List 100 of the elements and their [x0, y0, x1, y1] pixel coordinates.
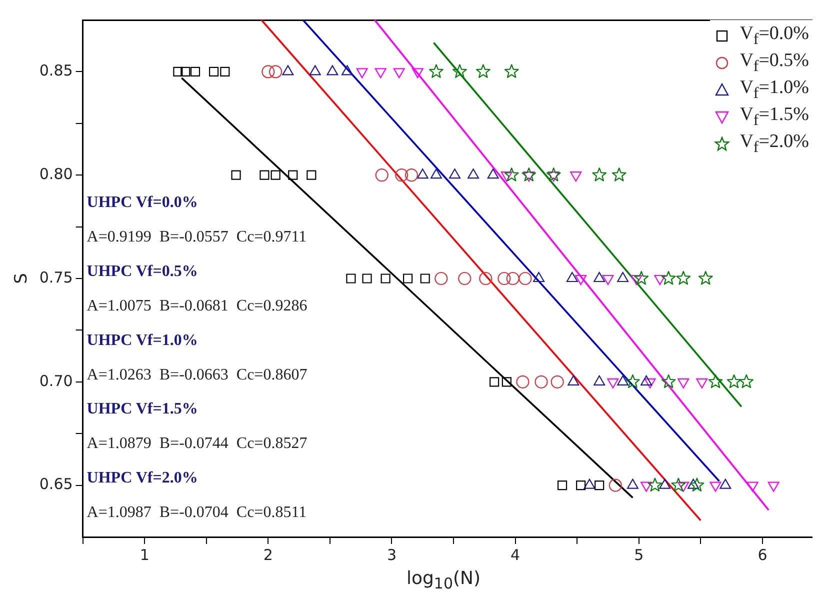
- point: [375, 168, 388, 182]
- point: [522, 168, 536, 182]
- point: [430, 168, 442, 179]
- y-tick-label: 0.80: [39, 164, 73, 183]
- x-tick-label: 1: [140, 546, 150, 564]
- point: [516, 375, 530, 388]
- point: [612, 168, 626, 182]
- point: [661, 374, 676, 388]
- legend-label: V$_{f}$=2.0%: [740, 130, 809, 156]
- x-tick-label: 3: [386, 546, 397, 564]
- legend-label: V$_{f}$=1.0%: [740, 76, 809, 102]
- annotation: A=1.0075 B=-0.0681 Cc=0.9286: [86, 297, 308, 314]
- point: [468, 168, 480, 179]
- point: [671, 478, 686, 492]
- point: [260, 170, 270, 180]
- legend-label: V$_{f}$=1.5%: [740, 104, 809, 130]
- point: [403, 274, 413, 284]
- point: [568, 375, 580, 386]
- point: [584, 478, 596, 489]
- point: [490, 377, 500, 387]
- point: [726, 374, 742, 388]
- y-axis-title: S: [12, 273, 32, 284]
- point: [640, 375, 652, 386]
- point: [306, 170, 316, 180]
- x-tick-label: 2: [263, 546, 273, 564]
- point: [566, 272, 578, 282]
- point: [608, 478, 622, 492]
- point: [504, 168, 519, 182]
- legend-label: V$_{f}$=0.5%: [740, 50, 809, 76]
- point: [688, 478, 700, 489]
- point: [557, 480, 568, 490]
- x-tick-label: 6: [758, 546, 768, 564]
- point: [476, 64, 490, 78]
- point: [720, 478, 732, 489]
- annotation: UHPC Vf=2.0%: [86, 469, 198, 486]
- point: [676, 270, 691, 285]
- annotation: A=0.9199 B=-0.0557 Cc=0.9711: [86, 228, 307, 246]
- point: [452, 64, 467, 78]
- point: [362, 274, 372, 284]
- point: [208, 66, 219, 76]
- point: [479, 272, 492, 286]
- point: [634, 270, 649, 285]
- point: [506, 272, 520, 286]
- point: [533, 272, 545, 282]
- point: [380, 274, 390, 284]
- point: [594, 375, 606, 386]
- annotation: A=1.0263 B=-0.0663 Cc=0.8607: [86, 366, 308, 384]
- point: [594, 480, 604, 490]
- point: [648, 478, 662, 492]
- point: [504, 64, 519, 78]
- point: [262, 65, 275, 78]
- point: [282, 65, 294, 76]
- annotation: A=1.0987 B=-0.0704 Cc=0.8511: [86, 504, 307, 521]
- point: [739, 374, 754, 388]
- point: [458, 272, 472, 286]
- point: [220, 66, 230, 76]
- annotation: UHPC Vf=0.5%: [86, 263, 198, 280]
- y-tick-label: 0.75: [39, 268, 73, 286]
- point: [659, 478, 671, 489]
- legend-label: V$_{f}$=0.0%: [740, 22, 809, 48]
- annotation: UHPC Vf=1.5%: [86, 400, 198, 418]
- point: [550, 375, 564, 388]
- point: [626, 374, 640, 388]
- point: [518, 272, 532, 286]
- point: [594, 272, 606, 282]
- point: [449, 168, 461, 179]
- point: [617, 375, 629, 386]
- point: [231, 170, 241, 180]
- point: [270, 170, 280, 180]
- point: [576, 480, 586, 490]
- point: [617, 272, 629, 282]
- y-tick-label: 0.65: [39, 475, 73, 494]
- point: [661, 270, 676, 285]
- point: [309, 65, 321, 76]
- annotation: UHPC Vf=0.0%: [86, 194, 198, 212]
- point: [690, 478, 704, 492]
- point: [592, 168, 607, 182]
- point: [326, 65, 338, 76]
- point: [626, 478, 638, 489]
- annotation: A=1.0879 B=-0.0744 Cc=0.8527: [86, 435, 308, 452]
- x-tick-label: 4: [510, 546, 520, 564]
- point: [346, 274, 356, 284]
- point: [698, 270, 713, 285]
- point: [708, 374, 723, 388]
- point: [404, 168, 418, 182]
- point: [498, 272, 511, 286]
- point: [342, 65, 353, 76]
- point: [190, 66, 200, 76]
- point: [180, 66, 190, 76]
- point: [416, 168, 428, 179]
- y-tick-label: 0.85: [39, 62, 73, 80]
- x-axis-title: log$_{10}$(N): [405, 568, 482, 593]
- point: [395, 168, 408, 182]
- point: [546, 168, 561, 182]
- point: [487, 168, 499, 179]
- point: [502, 377, 512, 387]
- point: [429, 64, 444, 78]
- point: [173, 66, 183, 76]
- point: [269, 65, 282, 78]
- y-tick-label: 0.70: [39, 372, 73, 390]
